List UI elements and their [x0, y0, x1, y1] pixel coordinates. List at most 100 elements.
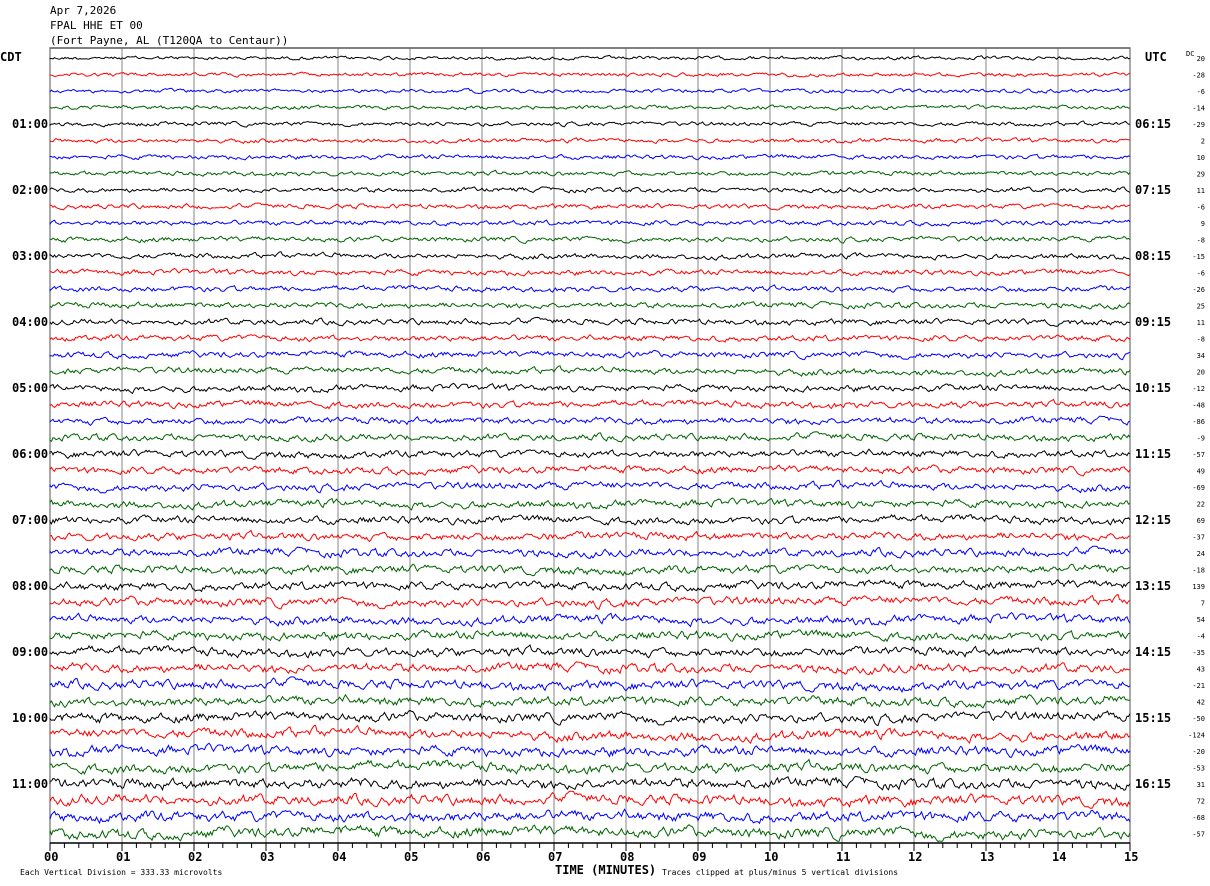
utc-hour-label: 14:15 — [1135, 645, 1171, 659]
cdt-hour-label: 09:00 — [12, 645, 48, 659]
seismic-trace — [49, 431, 1131, 443]
seismic-trace — [49, 169, 1131, 177]
seismic-trace — [49, 513, 1131, 526]
dc-offset-label: -20 — [1192, 748, 1205, 756]
dc-offset-label: 43 — [1197, 666, 1205, 674]
x-tick-label: 14 — [1052, 850, 1066, 864]
seismic-trace — [49, 333, 1131, 343]
cdt-hour-label: 06:00 — [12, 447, 48, 461]
utc-hour-label: 07:15 — [1135, 183, 1171, 197]
x-tick-label: 15 — [1124, 850, 1138, 864]
seismic-trace — [49, 365, 1131, 378]
x-axis-title: TIME (MINUTES) — [555, 863, 656, 877]
dc-offset-label: -28 — [1192, 72, 1205, 80]
dc-offset-label: 11 — [1197, 319, 1205, 327]
plot-frame — [49, 47, 1131, 844]
x-tick-label: 05 — [404, 850, 418, 864]
seismic-trace — [49, 790, 1131, 809]
dc-offset-label: 10 — [1197, 154, 1205, 162]
seismic-trace — [49, 300, 1131, 310]
dc-offset-label: -6 — [1197, 204, 1205, 212]
seismic-trace — [49, 808, 1131, 825]
dc-offset-label: 22 — [1197, 501, 1205, 509]
dc-offset-label: 54 — [1197, 616, 1205, 624]
seismic-trace — [49, 611, 1131, 628]
seismic-trace — [49, 545, 1131, 559]
cdt-hour-label: 01:00 — [12, 117, 48, 131]
utc-hour-label: 16:15 — [1135, 777, 1171, 791]
seismic-trace — [49, 448, 1131, 460]
dc-offset-label: -69 — [1192, 484, 1205, 492]
date-label: Apr 7,2026 — [50, 4, 117, 17]
seismic-trace — [49, 219, 1131, 227]
seismic-trace — [49, 235, 1131, 244]
x-tick-label: 06 — [476, 850, 490, 864]
dc-offset-label: 69 — [1197, 517, 1205, 525]
x-tick-label: 02 — [188, 850, 202, 864]
utc-hour-label: 12:15 — [1135, 513, 1171, 527]
seismic-trace — [49, 398, 1131, 410]
x-tick-label: 11 — [836, 850, 850, 864]
utc-hour-label: 08:15 — [1135, 249, 1171, 263]
seismic-trace — [49, 529, 1131, 543]
utc-hour-label: 15:15 — [1135, 711, 1171, 725]
dc-offset-label: -18 — [1192, 567, 1205, 575]
dc-offset-label: -12 — [1192, 385, 1205, 393]
scale-note: Each Vertical Division = 333.33 microvol… — [20, 868, 222, 877]
seismic-trace — [49, 742, 1131, 759]
dc-offset-label: 49 — [1197, 468, 1205, 476]
dc-offset-label: -50 — [1192, 715, 1205, 723]
dc-offset-label: -14 — [1192, 105, 1205, 113]
x-tick-label: 00 — [44, 850, 58, 864]
seismic-trace — [49, 593, 1131, 610]
dc-offset-label: 11 — [1197, 187, 1205, 195]
seismic-trace — [49, 775, 1131, 792]
dc-offset-label: 7 — [1201, 600, 1205, 608]
seismic-trace — [49, 284, 1131, 294]
seismic-trace — [49, 267, 1131, 277]
dc-offset-label: -48 — [1192, 402, 1205, 410]
x-tick-label: 04 — [332, 850, 346, 864]
dc-offset-label: -53 — [1192, 765, 1205, 773]
dc-offset-label: -57 — [1192, 451, 1205, 459]
dc-offset-label: -6 — [1197, 270, 1205, 278]
dc-offset-label: -57 — [1192, 831, 1205, 839]
dc-offset-label: -68 — [1192, 814, 1205, 822]
cdt-hour-label: 05:00 — [12, 381, 48, 395]
seismic-trace — [49, 709, 1131, 727]
dc-offset-label: -4 — [1197, 633, 1205, 641]
seismic-trace — [49, 137, 1131, 145]
utc-hour-label: 09:15 — [1135, 315, 1171, 329]
seismic-trace — [49, 251, 1131, 261]
seismic-trace — [49, 563, 1131, 577]
seismic-trace — [49, 349, 1131, 361]
dc-offset-label: -21 — [1192, 682, 1205, 690]
dc-offset-label: -8 — [1197, 237, 1205, 245]
dc-offset-label: 9 — [1201, 220, 1205, 228]
dc-offset-label: -86 — [1192, 418, 1205, 426]
cdt-hour-label: 11:00 — [12, 777, 48, 791]
seismic-trace — [49, 479, 1131, 494]
cdt-hour-label: 02:00 — [12, 183, 48, 197]
seismic-trace — [49, 644, 1131, 659]
dc-offset-label: 20 — [1197, 55, 1205, 63]
cdt-hour-label: 03:00 — [12, 249, 48, 263]
dc-offset-label: 2 — [1201, 138, 1205, 146]
seismic-trace — [49, 693, 1131, 709]
seismic-trace — [49, 71, 1131, 78]
dc-offset-label: -26 — [1192, 286, 1205, 294]
x-tick-label: 07 — [548, 850, 562, 864]
x-tick-label: 10 — [764, 850, 778, 864]
dc-offset-label: -35 — [1192, 649, 1205, 657]
seismic-trace — [49, 629, 1131, 643]
seismic-trace — [49, 316, 1131, 327]
dc-offset-label: -6 — [1197, 88, 1205, 96]
seismic-trace — [49, 724, 1131, 745]
dc-offset-label: -124 — [1188, 732, 1205, 740]
cdt-axis-label: CDT — [0, 50, 22, 64]
cdt-hour-label: 04:00 — [12, 315, 48, 329]
seismic-trace — [49, 579, 1131, 593]
seismic-trace — [49, 382, 1131, 395]
cdt-hour-label: 08:00 — [12, 579, 48, 593]
